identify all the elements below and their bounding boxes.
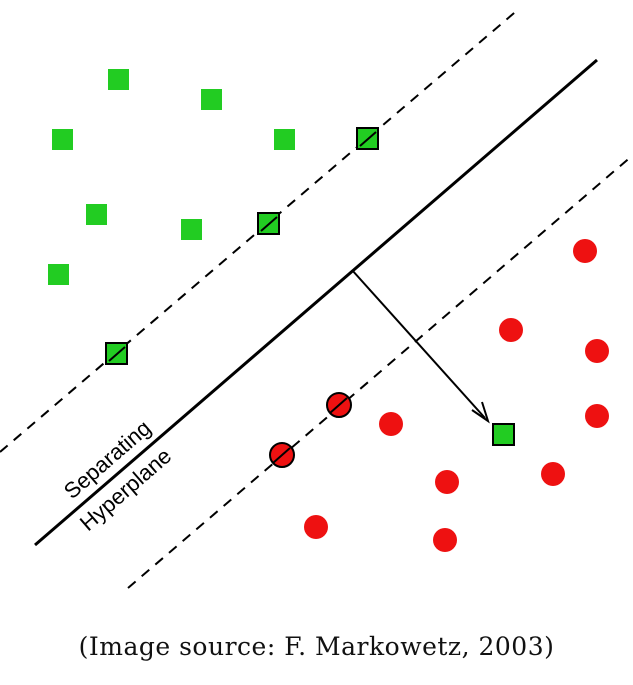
circle-point xyxy=(585,339,609,363)
square-point xyxy=(274,129,295,150)
square-point xyxy=(48,264,69,285)
circle-class-points xyxy=(304,239,609,552)
square-point xyxy=(181,219,202,240)
circle-point xyxy=(379,412,403,436)
circle-point xyxy=(435,470,459,494)
circle-point xyxy=(304,515,328,539)
square-class-points xyxy=(48,69,295,285)
square-point xyxy=(86,204,107,225)
square-point xyxy=(108,69,129,90)
square-support-vectors xyxy=(105,127,379,365)
circle-point xyxy=(499,318,523,342)
square-point xyxy=(52,129,73,150)
circle-point xyxy=(585,404,609,428)
lower-margin-line xyxy=(127,154,633,589)
circle-point xyxy=(433,528,457,552)
arrow-head xyxy=(471,401,490,424)
image-caption: (Image source: F. Markowetz, 2003) xyxy=(78,632,555,661)
separating-hyperplane-line xyxy=(34,58,598,547)
new-square-point xyxy=(492,423,515,446)
square-point xyxy=(201,89,222,110)
circle-point xyxy=(573,239,597,263)
svm-diagram: Separating Hyperplane xyxy=(0,7,633,589)
circle-point xyxy=(541,462,565,486)
normal-vector-arrow xyxy=(351,269,486,419)
upper-margin-line xyxy=(0,7,521,453)
